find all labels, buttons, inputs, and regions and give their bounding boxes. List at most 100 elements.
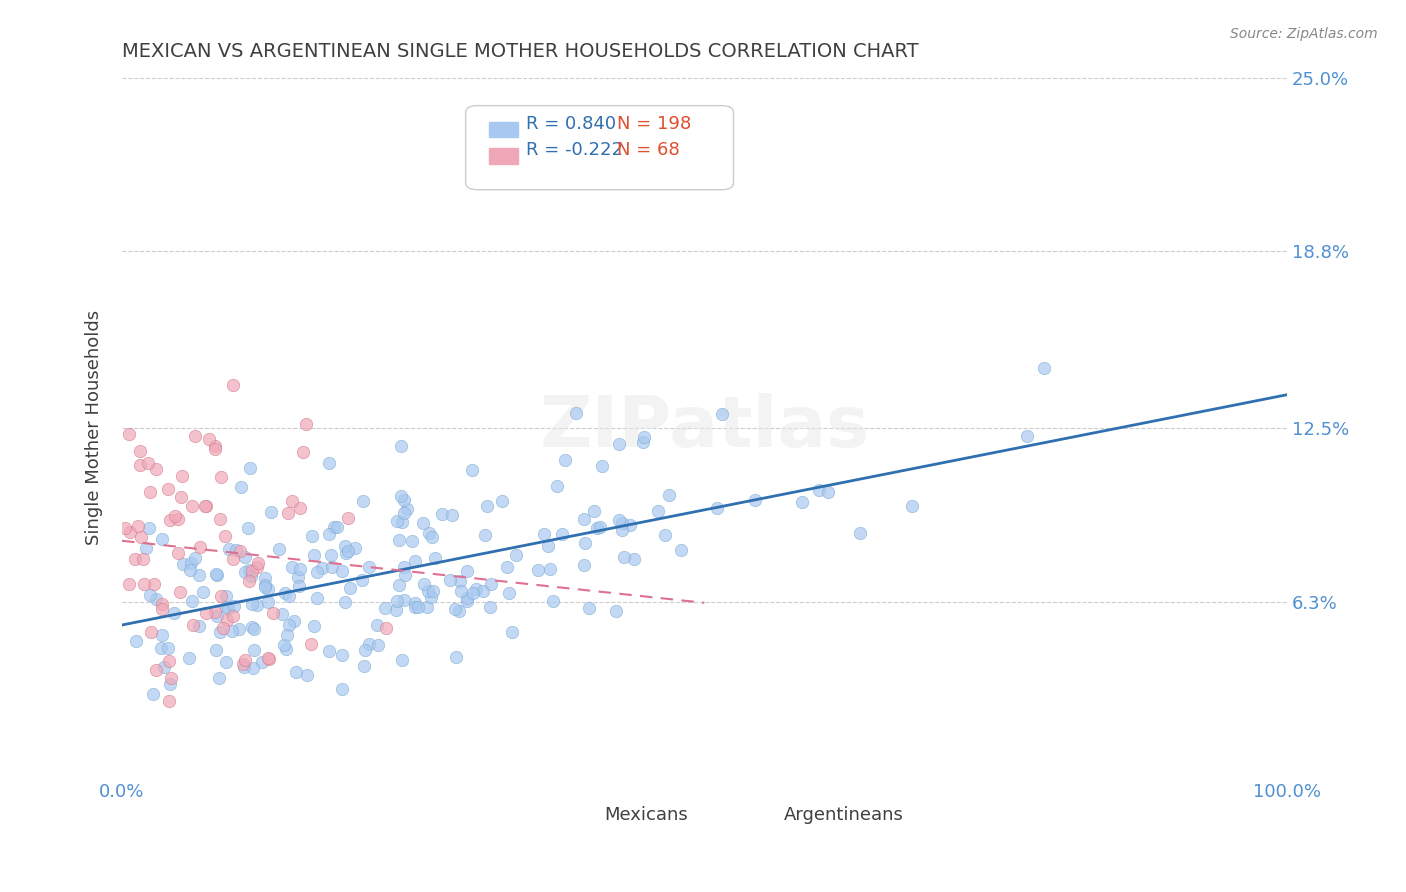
- Point: [389, 439, 412, 453]
- Point: [217, 600, 239, 615]
- Point: [277, 589, 299, 603]
- Point: [252, 655, 274, 669]
- Point: [543, 594, 565, 608]
- Point: [290, 562, 312, 576]
- Point: [335, 546, 357, 560]
- Point: [311, 561, 333, 575]
- Point: [527, 563, 550, 577]
- Point: [209, 512, 232, 526]
- Point: [474, 527, 496, 541]
- Point: [139, 484, 162, 499]
- Point: [157, 655, 180, 669]
- Text: MEXICAN VS ARGENTINEAN SINGLE MOTHER HOUSEHOLDS CORRELATION CHART: MEXICAN VS ARGENTINEAN SINGLE MOTHER HOU…: [122, 42, 918, 61]
- Point: [456, 564, 478, 578]
- Point: [591, 459, 613, 474]
- Point: [447, 604, 470, 618]
- Point: [425, 551, 447, 566]
- Point: [418, 526, 440, 541]
- Point: [172, 469, 194, 483]
- Point: [325, 520, 347, 534]
- Point: [233, 549, 256, 564]
- Point: [239, 461, 262, 475]
- Point: [157, 694, 180, 708]
- Point: [243, 642, 266, 657]
- Point: [392, 492, 415, 507]
- Point: [337, 544, 360, 558]
- Point: [607, 437, 630, 451]
- Point: [240, 569, 263, 583]
- Point: [444, 649, 467, 664]
- Text: R = 0.840: R = 0.840: [526, 115, 616, 133]
- Point: [1033, 361, 1056, 376]
- Point: [209, 625, 232, 640]
- Point: [183, 429, 205, 443]
- Point: [367, 638, 389, 652]
- Bar: [489, 148, 517, 164]
- Point: [395, 502, 418, 516]
- Point: [129, 458, 152, 472]
- Point: [550, 527, 572, 541]
- Point: [209, 589, 232, 603]
- Point: [394, 568, 416, 582]
- Point: [288, 501, 311, 516]
- Point: [610, 523, 633, 537]
- Point: [416, 584, 439, 599]
- Point: [280, 494, 302, 508]
- Point: [236, 521, 259, 535]
- Point: [211, 621, 233, 635]
- Point: [330, 648, 353, 663]
- Point: [142, 577, 165, 591]
- Point: [449, 574, 471, 589]
- Point: [538, 562, 561, 576]
- Point: [209, 469, 232, 483]
- Point: [145, 591, 167, 606]
- Point: [337, 510, 360, 524]
- Point: [330, 564, 353, 578]
- Point: [214, 529, 236, 543]
- Point: [270, 607, 292, 621]
- Point: [277, 618, 299, 632]
- Point: [391, 516, 413, 530]
- Point: [233, 659, 256, 673]
- Point: [170, 490, 193, 504]
- Point: [166, 546, 188, 560]
- Point: [404, 554, 426, 568]
- Point: [359, 637, 381, 651]
- Point: [299, 637, 322, 651]
- Point: [623, 552, 645, 566]
- Bar: [762, 818, 783, 830]
- Text: Argentineans: Argentineans: [785, 806, 904, 824]
- Point: [215, 600, 238, 615]
- Point: [491, 494, 513, 508]
- Point: [118, 576, 141, 591]
- Point: [287, 570, 309, 584]
- Point: [166, 512, 188, 526]
- Point: [305, 591, 328, 606]
- Point: [221, 609, 243, 624]
- Point: [302, 619, 325, 633]
- Point: [259, 652, 281, 666]
- Point: [501, 625, 523, 640]
- Point: [129, 444, 152, 458]
- Point: [240, 620, 263, 634]
- Point: [335, 539, 357, 553]
- Point: [124, 552, 146, 566]
- Point: [546, 478, 568, 492]
- Point: [187, 567, 209, 582]
- Point: [817, 484, 839, 499]
- Point: [221, 624, 243, 638]
- Point: [281, 560, 304, 574]
- Point: [233, 566, 256, 580]
- Point: [180, 499, 202, 513]
- Point: [420, 590, 443, 604]
- Point: [136, 456, 159, 470]
- Point: [301, 529, 323, 543]
- Point: [318, 456, 340, 470]
- Point: [152, 660, 174, 674]
- Point: [321, 560, 343, 574]
- Text: Source: ZipAtlas.com: Source: ZipAtlas.com: [1230, 27, 1378, 41]
- Point: [335, 595, 357, 609]
- Bar: [489, 121, 517, 137]
- Point: [318, 644, 340, 658]
- Point: [228, 622, 250, 636]
